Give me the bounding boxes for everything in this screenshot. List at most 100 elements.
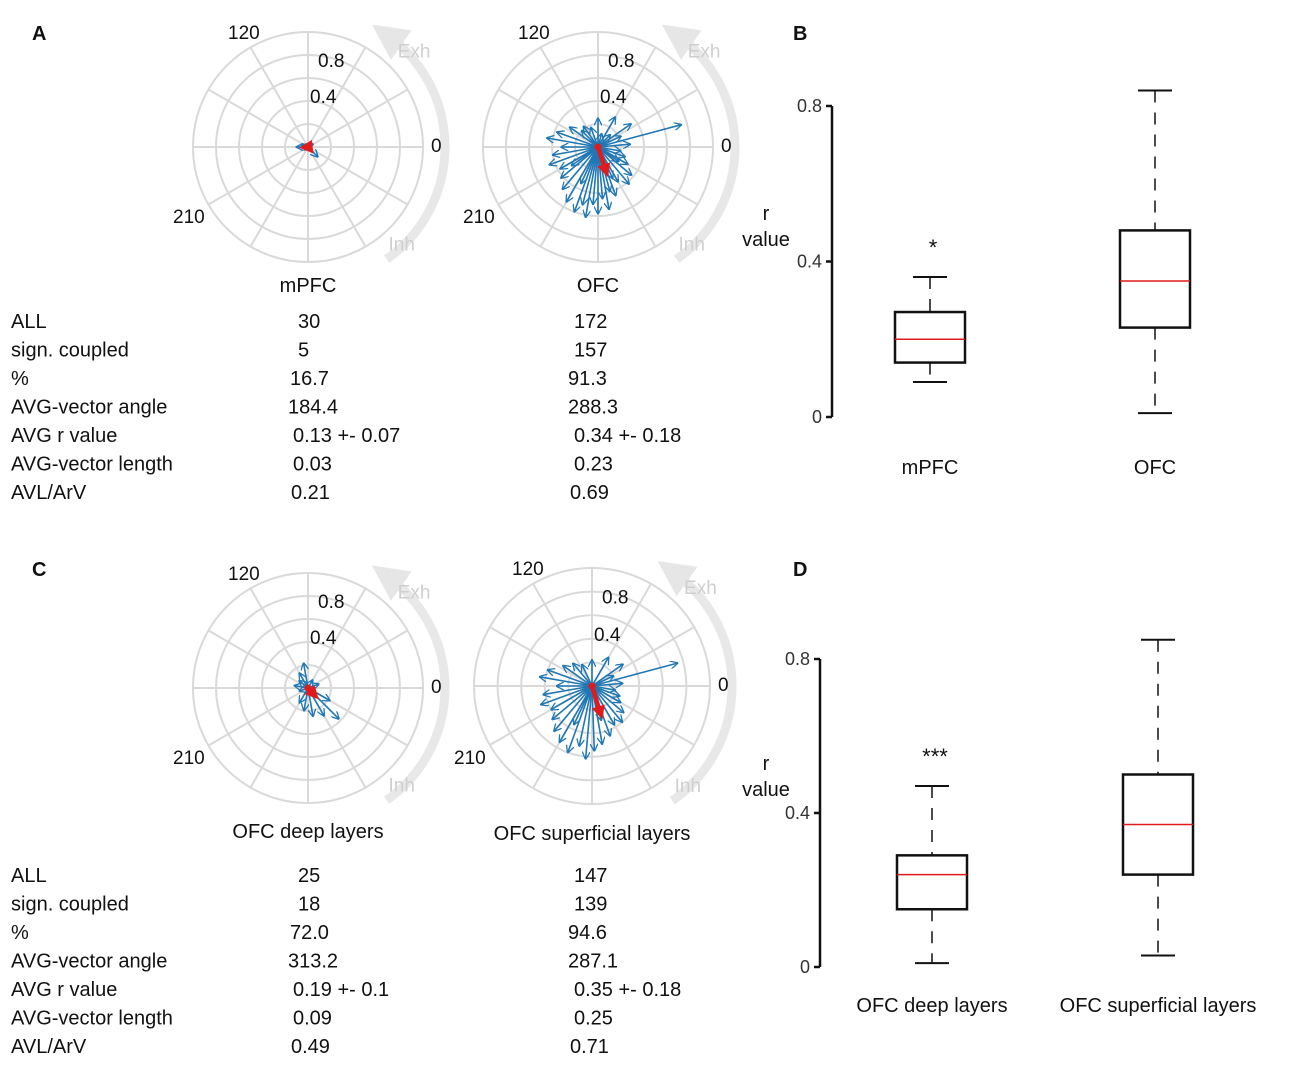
y-axis-label: r	[763, 203, 770, 225]
inh-label: Inh	[389, 776, 415, 797]
vector-arrow	[598, 124, 631, 147]
exh-label: Exh	[684, 578, 717, 599]
stats-value: 25	[298, 865, 320, 887]
stats-value: 0.25	[574, 1008, 613, 1030]
y-axis-label: value	[742, 779, 790, 801]
stats-value: 0.34 +- 0.18	[574, 425, 681, 447]
angle-label-210: 210	[173, 748, 205, 769]
stats-row-label: %	[11, 922, 29, 944]
region-title: OFC deep layers	[232, 821, 383, 843]
angle-label-0: 0	[721, 136, 732, 157]
stats-value: 72.0	[290, 922, 329, 944]
panel-letter-d: D	[793, 559, 807, 581]
stats-value: 0.23	[574, 454, 613, 476]
angle-label-120: 120	[228, 23, 260, 44]
center-dot	[589, 683, 596, 690]
inh-label: Inh	[389, 235, 415, 256]
radial-tick-0-8: 0.8	[608, 51, 634, 72]
y-axis-label: value	[742, 229, 790, 251]
radial-tick-0-4: 0.4	[594, 625, 621, 646]
stats-value: 0.13 +- 0.07	[293, 425, 400, 447]
stats-row-label: AVL/ArV	[11, 1036, 87, 1058]
stats-value: 157	[574, 340, 607, 362]
y-tick-label: 0.8	[797, 96, 822, 116]
box	[1120, 230, 1190, 327]
y-tick-label: 0.8	[785, 649, 810, 669]
radial-tick-0-8: 0.8	[602, 587, 628, 608]
exh-label: Exh	[688, 41, 721, 62]
y-axis-label: r	[763, 753, 770, 775]
center-dot	[595, 144, 602, 151]
stats-value: 0.03	[293, 454, 332, 476]
stats-value: 5	[298, 340, 309, 362]
center-dot	[305, 685, 312, 692]
stats-value: 94.6	[568, 922, 607, 944]
panel-letter-b: B	[793, 23, 807, 45]
inh-label: Inh	[675, 776, 701, 797]
stats-table-a: ALL 30 172 sign. coupled 5 157% 16.7 91.3 AVG-ve…	[11, 311, 681, 504]
angle-label-120: 120	[512, 559, 544, 580]
y-tick-label: 0	[812, 407, 822, 427]
stats-row-label: %	[11, 368, 29, 390]
radial-tick-0-4: 0.4	[310, 628, 337, 649]
stats-value: 287.1	[568, 951, 618, 973]
region-title: OFC	[577, 275, 619, 297]
stats-value: 139	[574, 894, 607, 916]
inh-label: Inh	[679, 235, 705, 256]
y-tick-label: 0.4	[785, 803, 810, 823]
stats-value: 30	[298, 311, 320, 333]
stats-value: 313.2	[288, 951, 338, 973]
radial-tick-0-4: 0.4	[310, 87, 337, 108]
stats-value: 184.4	[288, 397, 338, 419]
stats-value: 172	[574, 311, 607, 333]
exh-label: Exh	[398, 582, 431, 603]
stats-row-label: AVG-vector length	[11, 454, 173, 476]
y-tick-label: 0	[800, 957, 810, 977]
y-tick-label: 0.4	[797, 252, 822, 272]
stats-row-label: ALL	[11, 311, 47, 333]
exh-label: Exh	[398, 41, 431, 62]
stats-value: 0.09	[293, 1008, 332, 1030]
angle-label-210: 210	[463, 207, 495, 228]
stats-value: 147	[574, 865, 607, 887]
stats-value: 0.19 +- 0.1	[293, 979, 389, 1001]
stats-row-label: sign. coupled	[11, 340, 129, 362]
panel-letter-a: A	[32, 23, 46, 45]
category-label: OFC	[1134, 457, 1176, 479]
stats-row-label: AVL/ArV	[11, 482, 87, 504]
angle-label-210: 210	[173, 207, 205, 228]
stats-row-label: AVG-vector angle	[11, 397, 167, 419]
stats-row-label: AVG-vector length	[11, 1008, 173, 1030]
stats-value: 16.7	[290, 368, 329, 390]
stats-row-label: AVG r value	[11, 979, 117, 1001]
stats-row-label: ALL	[11, 865, 47, 887]
box	[897, 855, 967, 909]
angle-label-0: 0	[431, 136, 442, 157]
stats-value: 18	[298, 894, 320, 916]
box	[895, 312, 965, 363]
significance-marker: ***	[922, 744, 948, 769]
angle-label-120: 120	[518, 23, 550, 44]
region-title: OFC superficial layers	[494, 823, 691, 845]
stats-row-label: sign. coupled	[11, 894, 129, 916]
panel-letter-c: C	[32, 559, 46, 581]
stats-value: 91.3	[568, 368, 607, 390]
category-label: mPFC	[902, 457, 959, 479]
polar-plot-mpfc: 120 0 210 0.8 0.4 Exh Inh mPFC	[173, 23, 445, 297]
stats-value: 0.71	[570, 1036, 609, 1058]
region-title: mPFC	[280, 275, 337, 297]
radial-tick-0-8: 0.8	[318, 51, 344, 72]
angle-label-210: 210	[454, 748, 486, 769]
stats-value: 0.21	[291, 482, 330, 504]
angle-label-0: 0	[431, 677, 442, 698]
center-dot	[305, 144, 312, 151]
stats-value: 0.35 +- 0.18	[574, 979, 681, 1001]
stats-row-label: AVG r value	[11, 425, 117, 447]
category-label: OFC deep layers	[856, 995, 1007, 1017]
